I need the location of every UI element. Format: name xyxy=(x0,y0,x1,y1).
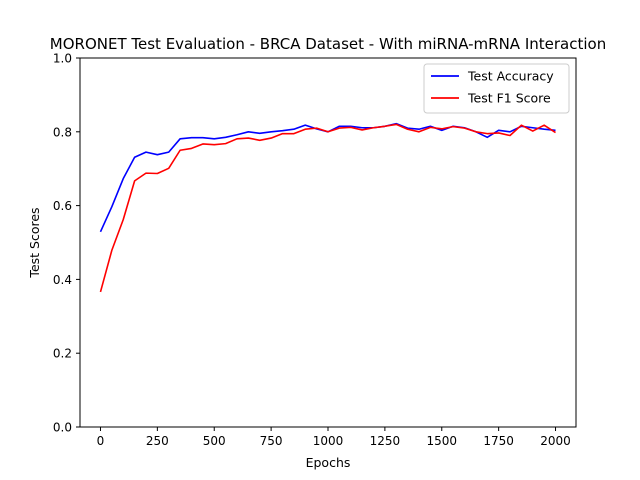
plot-lines xyxy=(99,122,556,293)
y-tick-label: 0.2 xyxy=(53,347,72,361)
y-tick-label: 0.8 xyxy=(53,125,72,139)
chart-title: MORONET Test Evaluation - BRCA Dataset -… xyxy=(50,35,606,53)
y-tick-label: 1.0 xyxy=(53,52,72,66)
x-tick-label: 1000 xyxy=(313,434,344,448)
x-axis-ticks: 0 250 500 750 1000 1250 1500 1750 2000 xyxy=(97,427,571,448)
x-tick-label: 750 xyxy=(260,434,283,448)
x-tick-label: 250 xyxy=(146,434,169,448)
x-tick-label: 1250 xyxy=(370,434,401,448)
y-tick-label: 0.4 xyxy=(53,273,72,287)
legend: Test Accuracy Test F1 Score xyxy=(423,63,570,114)
y-axis-ticks: 0.0 0.2 0.4 0.6 0.8 1.0 xyxy=(53,52,80,435)
legend-box xyxy=(423,63,570,114)
x-tick-label: 2000 xyxy=(540,434,571,448)
legend-label-test-accuracy: Test Accuracy xyxy=(467,69,554,84)
x-tick-label: 1750 xyxy=(483,434,514,448)
series-line-test-f1-score xyxy=(99,123,556,293)
legend-label-test-f1-score: Test F1 Score xyxy=(467,91,551,106)
y-axis-label: Test Scores xyxy=(27,207,42,278)
x-tick-label: 0 xyxy=(97,434,105,448)
y-tick-label: 0.6 xyxy=(53,199,72,213)
y-tick-label: 0.0 xyxy=(53,421,72,435)
x-tick-label: 500 xyxy=(203,434,226,448)
x-axis-label: Epochs xyxy=(306,455,351,470)
x-tick-label: 1500 xyxy=(426,434,457,448)
